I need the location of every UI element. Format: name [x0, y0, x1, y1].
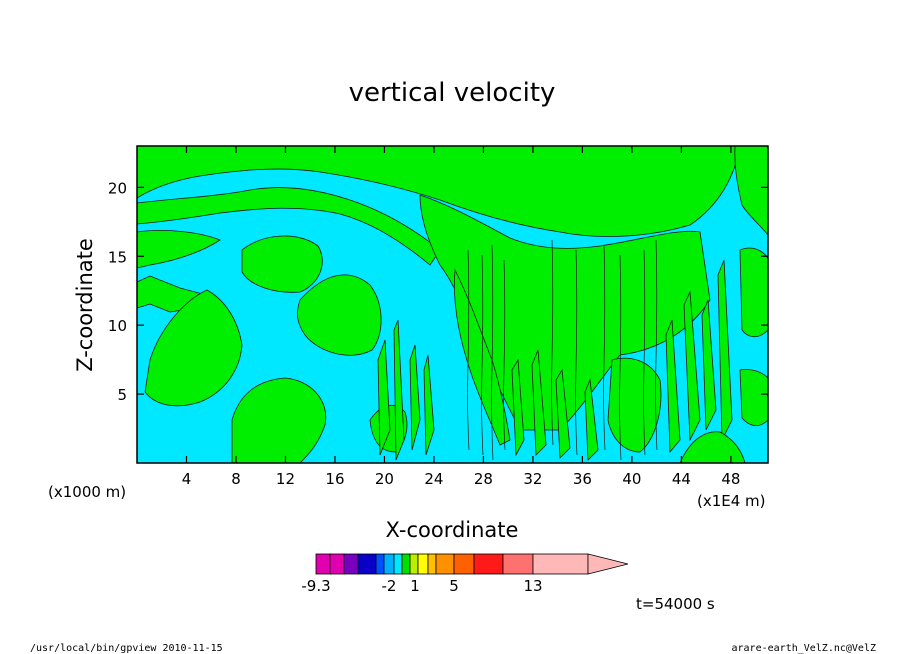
colorbar-bin: [375, 553, 385, 575]
x-tick-label: 16: [325, 470, 344, 488]
positive-region-25: [739, 247, 768, 338]
colorbar-bin: [401, 553, 411, 575]
colorbar-bin: [383, 553, 395, 575]
positive-region-15: [423, 354, 435, 456]
positive-region-1: [137, 146, 741, 237]
x-tick-label: 4: [182, 470, 192, 488]
colorbar-label: 5: [449, 577, 459, 595]
colorbar-bin: [427, 553, 437, 575]
positive-region-28: [734, 146, 768, 236]
contour-streak-2: [481, 254, 484, 456]
footer-right: arare-earth_VelZ.nc@VelZ: [732, 643, 877, 654]
positive-region-12: [377, 339, 391, 456]
contour-streak-1: [467, 249, 470, 451]
positive-region-16: [511, 358, 525, 457]
positive-region-22: [683, 290, 701, 442]
positive-region-14: [409, 344, 421, 451]
colorbar-bin: [393, 553, 403, 575]
positive-region-18: [555, 368, 571, 459]
chart-title: vertical velocity: [349, 78, 556, 108]
y-axis-title: Z-coordinate: [73, 238, 97, 372]
x-tick-label: 24: [424, 470, 443, 488]
colorbar-extend-arrow: [587, 553, 629, 575]
time-label: t=54000 s: [636, 595, 715, 613]
colorbar-label: -9.3: [301, 577, 330, 595]
colorbar-bin: [417, 553, 429, 575]
colorbar: [315, 553, 629, 575]
colorbar-bin: [357, 553, 377, 575]
colorbar-bin: [343, 553, 359, 575]
contour-streak-4: [503, 259, 506, 451]
x-axis-title: X-coordinate: [386, 518, 519, 542]
y-axis: 5 10 15 20: [108, 179, 768, 404]
contour-streak-3: [491, 244, 494, 461]
positive-region-26: [739, 369, 768, 427]
contour-streak-6: [575, 249, 578, 456]
colorbar-bin: [502, 553, 534, 575]
x-unit-label: (x1000 m): [48, 483, 126, 501]
positive-region-3: [137, 230, 221, 269]
positive-region-19: [584, 378, 599, 461]
colorbar-bin: [453, 553, 475, 575]
contour-field: [137, 146, 768, 463]
x-axis: 4 8 12 16 20 24 28 32 36 40 44 48: [182, 146, 740, 488]
colorbar-bin: [532, 553, 589, 575]
positive-region-7: [231, 377, 327, 463]
x-tick-label: 8: [231, 470, 241, 488]
positive-region-21: [665, 319, 681, 454]
plot-frame: [136, 145, 769, 464]
y-tick-label: 15: [108, 248, 127, 266]
colorbar-labels: -9.3 -2 1 5 13: [301, 577, 542, 595]
colorbar-bin: [473, 553, 504, 575]
positive-region-6: [144, 289, 243, 407]
y-tick-label: 20: [108, 179, 127, 197]
x-tick-label: 40: [622, 470, 641, 488]
colorbar-bin: [329, 553, 345, 575]
contour-streak-8: [619, 254, 622, 461]
colorbar-bin: [435, 553, 455, 575]
x-scale-label: (x1E4 m): [697, 492, 766, 510]
colorbar-label: -2: [382, 577, 397, 595]
x-tick-label: 20: [375, 470, 394, 488]
positive-region-23: [701, 299, 717, 431]
x-tick-label: 36: [573, 470, 592, 488]
y-tick-label: 10: [108, 317, 127, 335]
positive-region-13: [393, 319, 405, 461]
colorbar-label: 13: [523, 577, 542, 595]
x-tick-label: 12: [276, 470, 295, 488]
colorbar-bin: [409, 553, 419, 575]
contour-streak-5: [551, 239, 554, 446]
x-tick-label: 44: [672, 470, 691, 488]
y-tick-label: 5: [117, 386, 127, 404]
positive-region-8: [297, 274, 382, 356]
x-tick-label: 48: [721, 470, 740, 488]
positive-region-27: [679, 431, 746, 463]
positive-region-2: [137, 187, 441, 266]
x-tick-label: 32: [523, 470, 542, 488]
positive-region-17: [531, 349, 547, 456]
footer-left: /usr/local/bin/gpview 2010-11-15: [30, 643, 223, 654]
positive-region-4: [241, 235, 323, 293]
x-tick-label: 28: [474, 470, 493, 488]
colorbar-label: 1: [410, 577, 420, 595]
contour-streak-9: [643, 249, 646, 456]
contour-streak-7: [603, 244, 606, 451]
contour-streak-10: [655, 239, 658, 451]
colorbar-bin: [315, 553, 331, 575]
